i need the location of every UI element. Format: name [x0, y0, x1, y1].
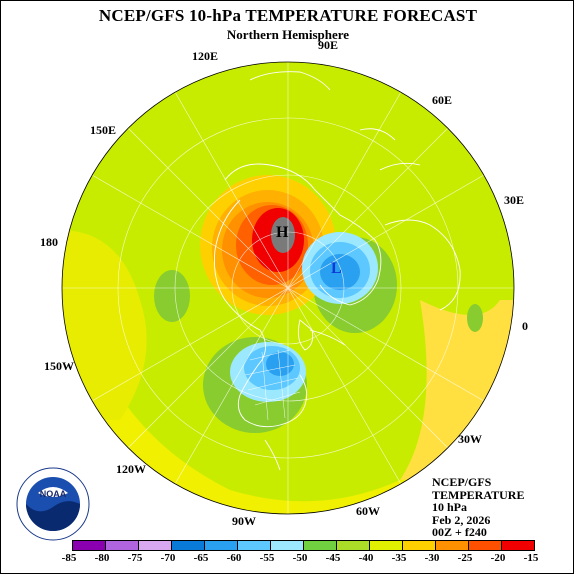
colorbar-swatch — [171, 540, 205, 551]
lon-label-60e: 60E — [432, 93, 453, 107]
colorbar-tick-label: -65 — [193, 552, 209, 564]
high-marker: H — [276, 224, 289, 241]
colorbar-swatch — [72, 540, 106, 551]
graticule — [62, 62, 514, 514]
coastlines — [214, 71, 461, 471]
colorbar-swatch — [237, 540, 271, 551]
colorbar-tick-label: -50 — [292, 552, 308, 564]
colorbar-swatch — [402, 540, 436, 551]
colorbar-tick-label: -40 — [358, 552, 374, 564]
info-variable: TEMPERATURE — [432, 487, 525, 502]
lon-label-180: 180 — [40, 235, 58, 249]
lon-label-30e: 30E — [504, 193, 525, 207]
info-level: 10 hPa — [432, 500, 468, 514]
colorbar — [72, 540, 535, 551]
lon-label-60w: 60W — [356, 504, 380, 518]
map-title: NCEP/GFS 10-hPa TEMPERATURE FORECAST — [98, 6, 478, 25]
colorbar-tick-label: -70 — [160, 552, 176, 564]
colorbar-tick-label: -60 — [226, 552, 242, 564]
cold-core-na — [266, 352, 294, 376]
lon-label-150w: 150W — [44, 359, 74, 373]
info-model: NCEP/GFS — [432, 475, 492, 489]
colorbar-tick-label: -80 — [94, 552, 110, 564]
lon-label-150e: 150E — [90, 123, 117, 137]
cold-core-east — [320, 254, 360, 290]
map-subtitle: Northern Hemisphere — [226, 27, 350, 42]
green-patch-west — [154, 270, 190, 322]
map-border — [61, 61, 515, 515]
colorbar-swatch — [435, 540, 469, 551]
colorbar-tick-label: -15 — [523, 552, 539, 564]
colorbar-swatch — [270, 540, 304, 551]
colorbar-tick-label: -30 — [424, 552, 440, 564]
low-marker: L — [331, 260, 342, 277]
colorbar-tick-label: -75 — [127, 552, 143, 564]
lon-label-120w: 120W — [116, 462, 146, 476]
colorbar-tick-label: -35 — [391, 552, 407, 564]
colorbar-tick-label: -85 — [61, 552, 77, 564]
lon-label-120e: 120E — [192, 49, 219, 63]
colorbar-swatch — [501, 540, 535, 551]
info-date: Feb 2, 2026 — [432, 512, 491, 527]
colorbar-swatch — [468, 540, 502, 551]
noaa-logo-icon: NOAA — [16, 467, 90, 541]
warm-core-grey — [271, 217, 295, 253]
colorbar-tick-label: -45 — [325, 552, 341, 564]
lon-label-0: 0 — [522, 319, 528, 333]
colorbar-swatch — [138, 540, 172, 551]
field-south-yellow — [62, 250, 514, 514]
lon-label-90w: 90W — [232, 514, 256, 528]
info-cycle: 00Z + f240 — [432, 525, 487, 539]
colorbar-tick-label: -25 — [457, 552, 473, 564]
colorbar-swatch — [336, 540, 370, 551]
colorbar-tick-label: -55 — [259, 552, 275, 564]
colorbar-swatch — [105, 540, 139, 551]
noaa-logo-text: NOAA — [40, 489, 67, 499]
colorbar-ticks: -85 -80 -75 -70 -65 -60 -55 -50 -45 -40 -35 -30 -25 -… — [52, 552, 539, 566]
colorbar-swatch — [303, 540, 337, 551]
colorbar-swatch — [369, 540, 403, 551]
lon-label-90e: 90E — [318, 38, 339, 52]
colorbar-swatch — [204, 540, 238, 551]
colorbar-tick-label: -20 — [490, 552, 506, 564]
forecast-info: NCEP/GFS TEMPERATURE 10 hPa Feb 2, 2026 … — [432, 476, 524, 539]
lon-label-30w: 30W — [458, 432, 482, 446]
